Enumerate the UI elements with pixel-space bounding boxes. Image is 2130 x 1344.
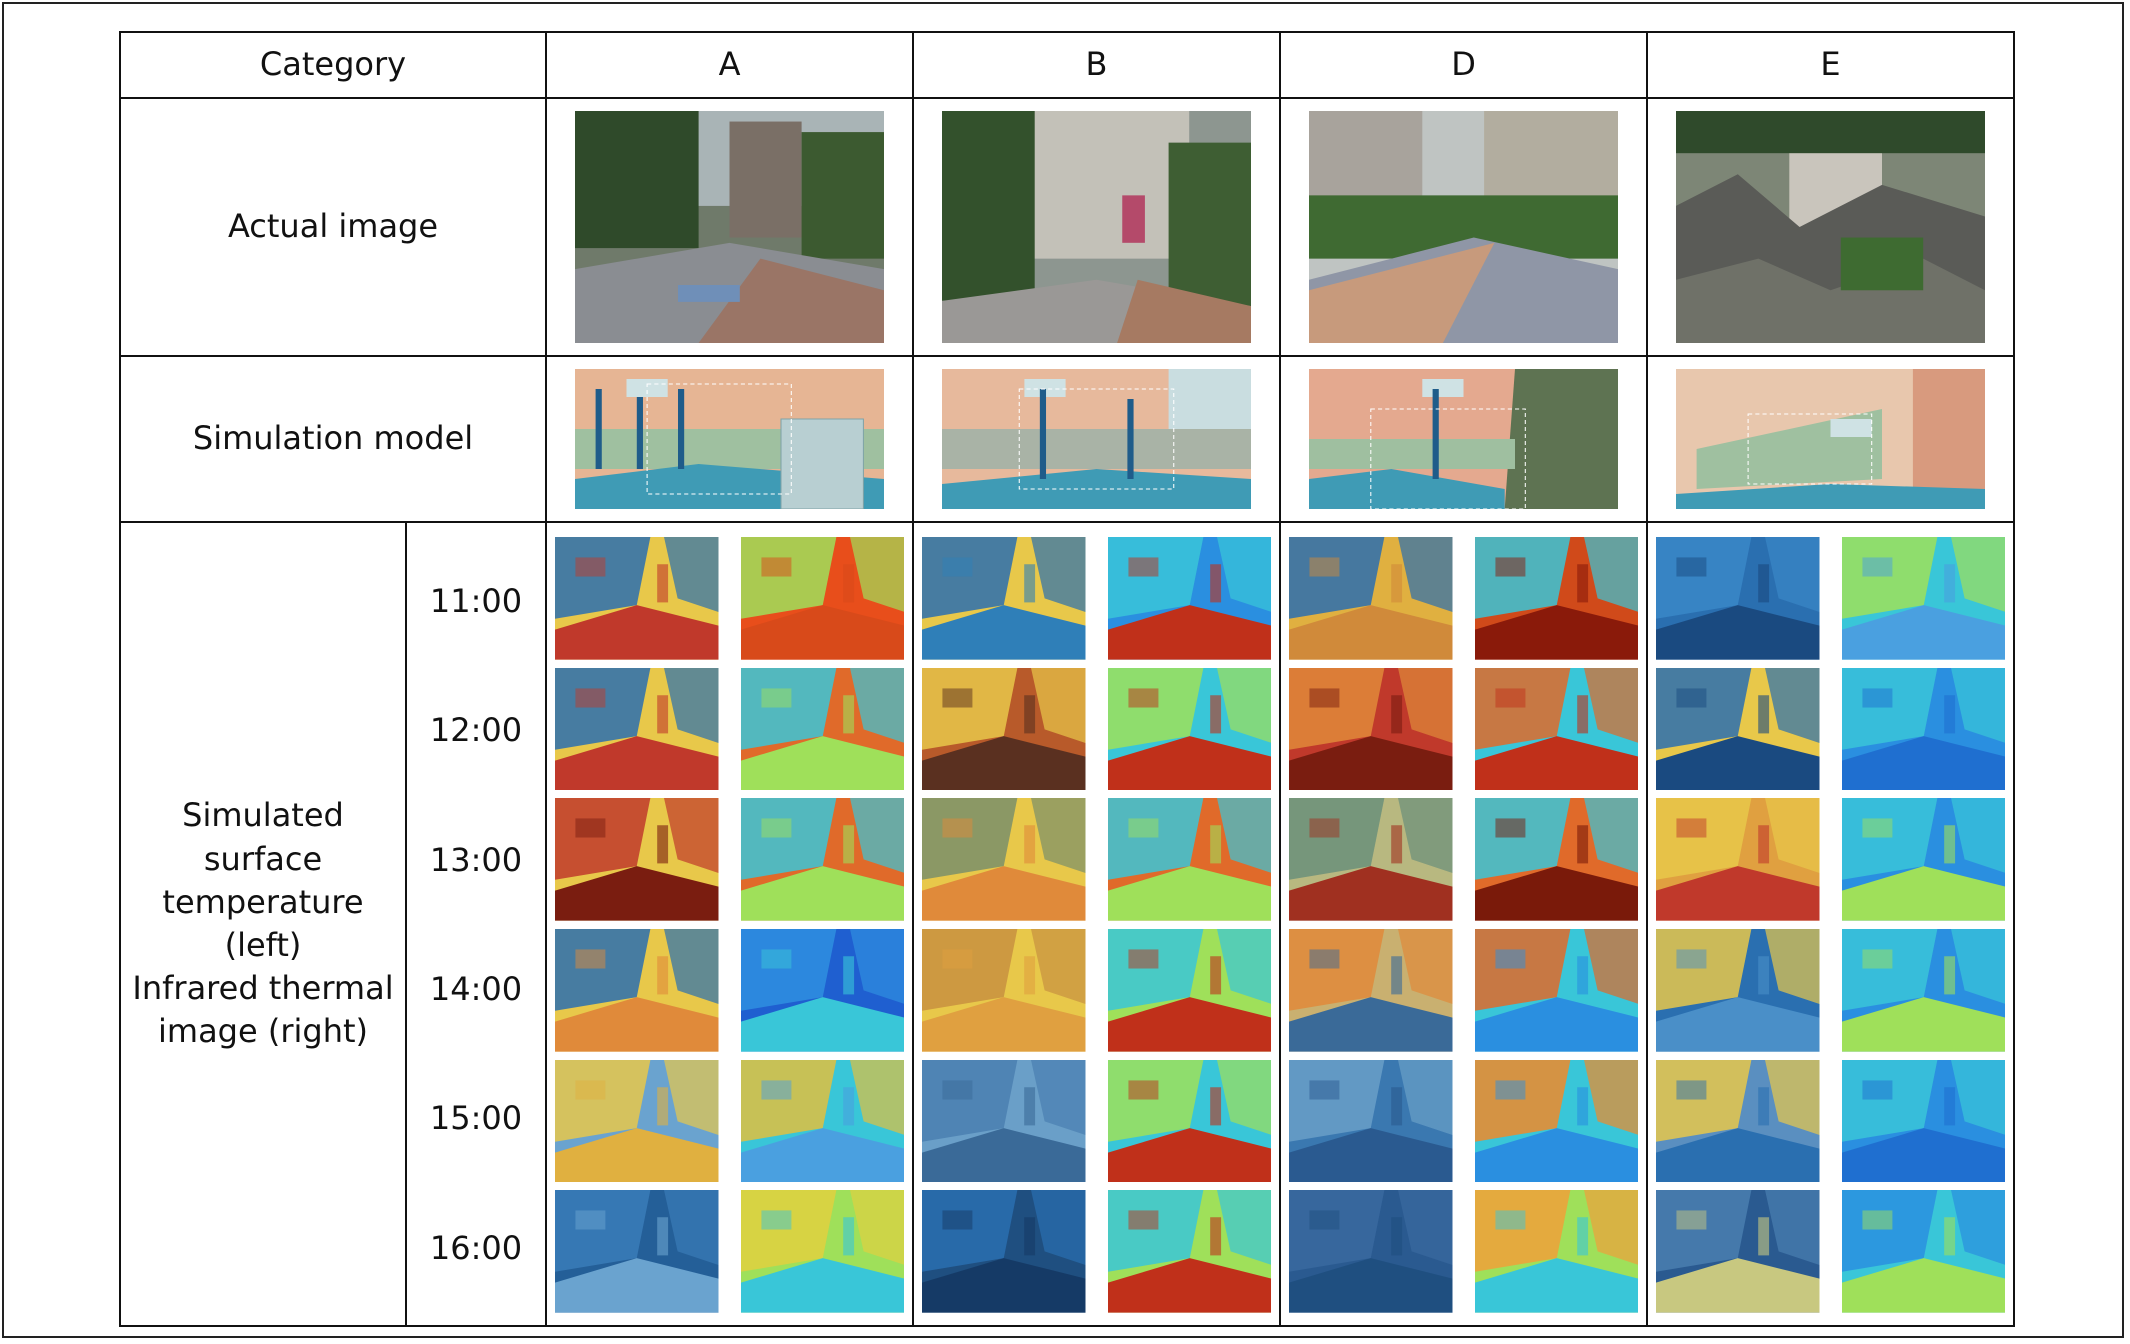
infrared-thermal-image: [1474, 798, 1639, 921]
infrared-thermal-image: [1841, 1059, 2006, 1183]
infrared-thermal-image: [1107, 537, 1272, 660]
model-site-d: [1309, 369, 1619, 509]
simulation-model-label: Simulation model: [118, 355, 548, 523]
infrared-thermal-image: [1474, 667, 1639, 791]
time-label: 16:00: [429, 1228, 523, 1267]
header-col-d: D: [1279, 31, 1649, 99]
infrared-thermal-image: [1841, 667, 2006, 791]
photo-site-b: [942, 111, 1252, 343]
infrared-thermal-image: [1107, 1059, 1272, 1183]
actual-image-e: [1646, 97, 2016, 357]
temperature-label-line2: temperature (left): [162, 882, 364, 964]
comparison-table: Category A B D E Actual image: [118, 31, 2016, 1327]
time-label: 15:00: [429, 1099, 523, 1138]
simulated-surface-temperature-image: [1289, 1059, 1453, 1183]
infrared-thermal-image: [740, 667, 905, 791]
temperature-label: Simulated surface temperature (left) Inf…: [119, 521, 407, 1327]
actual-image-b: [912, 97, 1282, 357]
infrared-thermal-image: [1107, 798, 1272, 921]
infrared-thermal-image: [740, 798, 905, 921]
simulated-surface-temperature-image: [555, 928, 719, 1052]
thermal-col-e: [1646, 521, 2016, 1327]
simulated-surface-temperature-image: [1289, 928, 1453, 1052]
infrared-thermal-image: [1107, 667, 1272, 791]
header-col-e: E: [1646, 31, 2016, 99]
actual-image-d: [1279, 97, 1649, 357]
simulated-surface-temperature-image: [922, 928, 1086, 1052]
actual-image-row: Actual image: [118, 97, 2016, 357]
infrared-thermal-image: [1107, 928, 1272, 1052]
model-e: [1646, 355, 2016, 523]
infrared-thermal-image: [1841, 537, 2006, 660]
simulated-surface-temperature-image: [555, 1190, 719, 1313]
simulated-surface-temperature-image: [922, 1190, 1086, 1313]
simulated-surface-temperature-image: [922, 537, 1086, 660]
header-category: Category: [118, 31, 548, 99]
infrared-thermal-image: [740, 1059, 905, 1183]
temperature-label-line3: Infrared thermal: [132, 969, 394, 1008]
simulated-surface-temperature-image: [1656, 1059, 1820, 1183]
model-site-a: [575, 369, 885, 509]
infrared-thermal-image: [740, 1190, 905, 1313]
infrared-thermal-image: [1474, 928, 1639, 1052]
simulated-surface-temperature-image: [922, 667, 1086, 791]
model-d: [1279, 355, 1649, 523]
infrared-thermal-image: [1841, 1190, 2006, 1313]
infrared-thermal-image: [1474, 1059, 1639, 1183]
time-label: 14:00: [429, 969, 523, 1008]
time-label: 12:00: [429, 711, 523, 750]
simulated-surface-temperature-image: [1289, 667, 1453, 791]
model-site-b: [942, 369, 1252, 509]
simulated-surface-temperature-image: [555, 537, 719, 660]
photo-site-d: [1309, 111, 1619, 343]
simulated-surface-temperature-image: [1289, 537, 1453, 660]
simulated-surface-temperature-image: [922, 798, 1086, 921]
infrared-thermal-image: [1107, 1190, 1272, 1313]
model-site-e: [1676, 369, 1986, 509]
header-col-a: A: [545, 31, 915, 99]
thermal-col-b: [912, 521, 1282, 1327]
simulated-surface-temperature-image: [1656, 928, 1820, 1052]
actual-image-label: Actual image: [118, 97, 548, 357]
photo-site-a: [575, 111, 885, 343]
infrared-thermal-image: [740, 928, 905, 1052]
simulated-surface-temperature-image: [922, 1059, 1086, 1183]
actual-image-a: [545, 97, 915, 357]
simulated-surface-temperature-image: [1289, 798, 1453, 921]
header-col-b: B: [912, 31, 1282, 99]
temperature-row: Simulated surface temperature (left) Inf…: [119, 521, 2016, 1327]
simulated-surface-temperature-image: [555, 1059, 719, 1183]
simulated-surface-temperature-image: [1656, 1190, 1820, 1313]
simulated-surface-temperature-image: [1656, 667, 1820, 791]
simulated-surface-temperature-image: [1656, 798, 1820, 921]
thermal-col-d: [1279, 521, 1649, 1327]
infrared-thermal-image: [1474, 1190, 1639, 1313]
simulated-surface-temperature-image: [555, 798, 719, 921]
time-label: 13:00: [429, 840, 523, 879]
simulation-model-row: Simulation model: [118, 355, 2016, 523]
time-column: 11:00 12:00 13:00 14:00 15:00 16:00: [404, 521, 548, 1327]
header-row: Category A B D E: [118, 31, 2016, 99]
thermal-col-a: [545, 521, 915, 1327]
infrared-thermal-image: [1841, 928, 2006, 1052]
infrared-thermal-image: [740, 537, 905, 660]
time-label: 11:00: [429, 582, 523, 621]
infrared-thermal-image: [1474, 537, 1639, 660]
model-b: [912, 355, 1282, 523]
simulated-surface-temperature-image: [1656, 537, 1820, 660]
simulated-surface-temperature-image: [555, 667, 719, 791]
infrared-thermal-image: [1841, 798, 2006, 921]
temperature-label-line4: image (right): [158, 1012, 368, 1051]
simulated-surface-temperature-image: [1289, 1190, 1453, 1313]
photo-site-e: [1676, 111, 1986, 343]
model-a: [545, 355, 915, 523]
temperature-label-line1: Simulated surface: [182, 796, 344, 878]
